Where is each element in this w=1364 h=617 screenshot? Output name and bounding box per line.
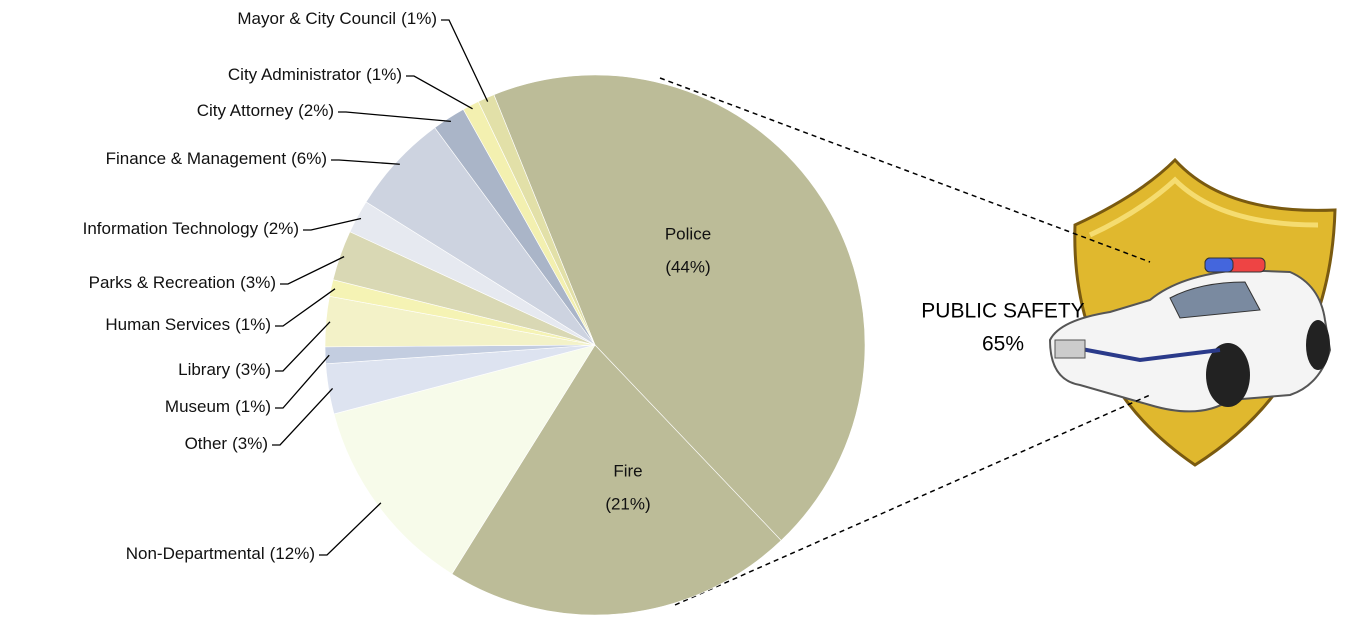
- slice-label: Other (3%): [185, 434, 268, 453]
- value-label: (6%): [291, 149, 327, 168]
- category-name: Parks & Recreation: [89, 273, 235, 292]
- category-name: Other: [185, 434, 228, 453]
- slice-label: City Administrator (1%): [228, 65, 402, 84]
- value-label: (1%): [401, 9, 437, 28]
- leader-line: [275, 354, 330, 409]
- slice-value-label: (21%): [605, 494, 650, 513]
- value-label: (2%): [298, 101, 334, 120]
- category-name: City Attorney: [197, 101, 294, 120]
- slice-label: Non-Departmental (12%): [126, 544, 315, 563]
- leader-line: [280, 256, 345, 285]
- value-label: (3%): [240, 273, 276, 292]
- slice-label: Police: [665, 224, 711, 243]
- slice-label: Finance & Management (6%): [106, 149, 327, 168]
- slice-label: Human Services (1%): [105, 315, 271, 334]
- value-label: (3%): [235, 360, 271, 379]
- connector-line: [659, 77, 1151, 263]
- leader-line: [303, 217, 362, 231]
- annotation: PUBLIC SAFETY: [921, 300, 1084, 323]
- value-label: (1%): [235, 397, 271, 416]
- value-label: (12%): [270, 544, 315, 563]
- category-name: City Administrator: [228, 65, 362, 84]
- slice-label: Parks & Recreation (3%): [89, 273, 276, 292]
- category-name: Museum: [165, 397, 230, 416]
- value-label: (1%): [366, 65, 402, 84]
- category-name: Finance & Management: [106, 149, 287, 168]
- slice-label: Museum (1%): [165, 397, 271, 416]
- annotation: 65%: [982, 333, 1024, 356]
- pie-slice: [451, 344, 782, 616]
- slice-value-label: (44%): [665, 257, 710, 276]
- leader-line: [331, 159, 400, 165]
- leader-line: [272, 388, 334, 446]
- slice-label: Mayor & City Council (1%): [237, 9, 437, 28]
- leader-line: [275, 288, 336, 327]
- value-label: (2%): [263, 219, 299, 238]
- leader-line: [338, 111, 451, 123]
- category-name: Non-Departmental: [126, 544, 265, 563]
- leader-line: [319, 502, 382, 556]
- value-label: (1%): [235, 315, 271, 334]
- category-name: Information Technology: [83, 219, 259, 238]
- pie-slice: [493, 74, 866, 541]
- value-label: (3%): [232, 434, 268, 453]
- slice-label: Library (3%): [178, 360, 271, 379]
- category-name: Mayor & City Council: [237, 9, 396, 28]
- category-name: Library: [178, 360, 230, 379]
- leader-line: [441, 19, 489, 102]
- slice-label: Information Technology (2%): [83, 219, 299, 238]
- leader-line: [406, 75, 473, 110]
- category-name: Human Services: [105, 315, 230, 334]
- slice-label: Fire: [613, 461, 642, 480]
- badge-illustration: [1048, 157, 1337, 467]
- connector-line: [674, 394, 1151, 606]
- slice-label: City Attorney (2%): [197, 101, 334, 120]
- leader-line: [275, 321, 331, 372]
- pie: [324, 74, 866, 616]
